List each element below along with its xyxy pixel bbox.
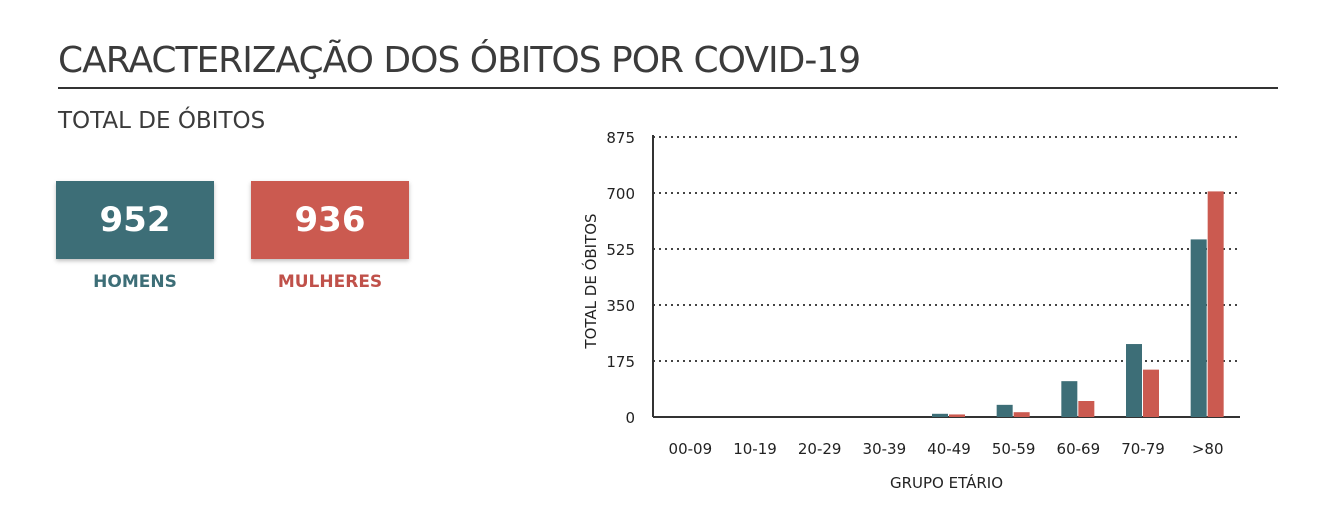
bar <box>1126 344 1142 417</box>
x-tick-label: 20-29 <box>798 440 842 458</box>
x-tick-label: 40-49 <box>927 440 971 458</box>
bar <box>949 414 965 417</box>
bar <box>996 404 1013 417</box>
x-tick-label: 10-19 <box>733 440 777 458</box>
y-tick-label: 0 <box>625 409 635 427</box>
x-tick-label: 60-69 <box>1057 440 1101 458</box>
x-tick-label: 00-09 <box>669 440 713 458</box>
x-tick-label: 50-59 <box>992 440 1036 458</box>
women-total-label: MULHERES <box>277 272 383 292</box>
y-tick-label: 700 <box>606 185 635 203</box>
men-total-box: 952 <box>56 181 214 259</box>
bar <box>1013 412 1030 417</box>
bar <box>1078 401 1095 417</box>
x-tick-label: >80 <box>1192 440 1224 458</box>
women-total-value: 936 <box>294 200 366 240</box>
bar <box>1207 191 1224 417</box>
x-tick-label: 30-39 <box>863 440 907 458</box>
deaths-by-age-chart: 0 175 350 525 700 875 00-09 10-19 20-29 30-39 40-4… <box>581 129 1240 492</box>
x-axis-title: GRUPO ETÁRIO <box>890 473 1003 492</box>
men-total-value: 952 <box>99 200 171 240</box>
y-tick-label: 525 <box>606 241 635 259</box>
bar <box>1190 239 1207 417</box>
men-total-label: HOMENS <box>93 272 177 292</box>
bar <box>932 413 948 417</box>
y-axis-title: TOTAL DE ÓBITOS <box>581 213 600 349</box>
women-total-box: 936 <box>251 181 409 259</box>
title-divider <box>58 87 1278 89</box>
page-title: CARACTERIZAÇÃO DOS ÓBITOS POR COVID-19 <box>58 40 861 81</box>
y-tick-label: 175 <box>606 353 635 371</box>
bar <box>1143 369 1159 417</box>
y-tick-label: 875 <box>606 129 635 147</box>
x-tick-label: 70-79 <box>1121 440 1165 458</box>
y-tick-label: 350 <box>606 297 635 315</box>
bar <box>1061 381 1078 417</box>
section-subtitle: TOTAL DE ÓBITOS <box>58 108 266 134</box>
